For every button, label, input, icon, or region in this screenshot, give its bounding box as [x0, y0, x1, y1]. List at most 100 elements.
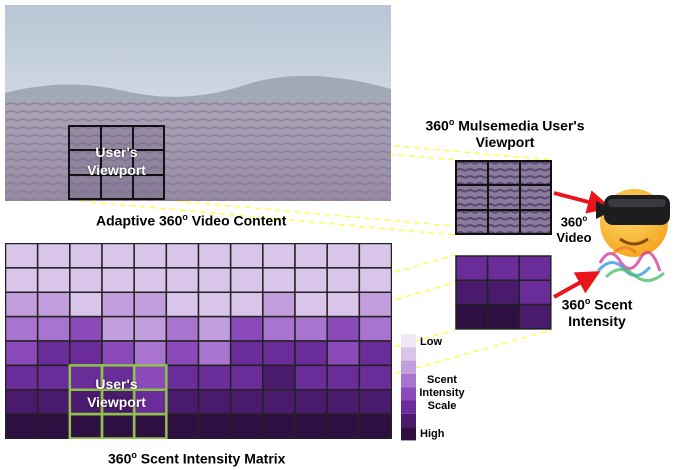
legend-swatch: [401, 400, 416, 414]
legend-swatch: [401, 387, 416, 401]
scent-cell: [133, 291, 168, 318]
scent-matrix-grid: [4, 242, 393, 440]
scent-cell: [4, 291, 39, 318]
scent-cell: [197, 389, 232, 415]
connector-line: [69, 199, 456, 236]
scent-cell: [4, 389, 39, 415]
zoom-scent-cell: [486, 255, 520, 282]
zoom-scent-cell: [518, 279, 552, 306]
scent-cell: [229, 340, 264, 367]
legend-high-label: High: [420, 428, 445, 440]
scent-cell: [326, 340, 361, 367]
scent-cell: [101, 267, 135, 293]
legend-low-label: Low: [420, 336, 442, 348]
matrix-viewport-label: User's Viewport: [87, 376, 146, 410]
output-arrows: [553, 190, 612, 299]
scent-cell: [229, 364, 264, 391]
legend-swatch: [401, 360, 416, 374]
scent-cell: [229, 267, 264, 293]
scent-cell: [358, 242, 393, 269]
scent-cell: [294, 413, 328, 440]
zoomed-video-grid: [455, 160, 552, 235]
scent-cell: [326, 267, 361, 293]
zoom-scent-cell: [455, 279, 489, 306]
scent-cell: [4, 242, 39, 269]
scent-cell: [101, 242, 135, 269]
scent-cell: [69, 242, 103, 269]
scent-cell: [165, 315, 200, 342]
legend-swatch: [401, 347, 416, 361]
scent-cell: [36, 267, 71, 293]
scent-cell: [133, 315, 168, 342]
scent-cell: [197, 315, 232, 342]
scent-cell: [197, 242, 232, 269]
scent-cell: [165, 291, 200, 318]
scent-cell: [36, 389, 71, 415]
scent-cell: [294, 267, 328, 293]
scent-cell: [4, 364, 39, 391]
scent-cell: [262, 291, 296, 318]
scent-cell: [4, 267, 39, 293]
scent-cell: [165, 364, 200, 391]
scent-cell: [262, 364, 296, 391]
scent-cell: [69, 267, 103, 293]
scent-cell: [326, 389, 361, 415]
panorama-viewport-label: User's Viewport: [87, 144, 146, 178]
scent-intensity-matrix: User's Viewport: [4, 242, 393, 440]
scent-cell: [69, 340, 103, 367]
scent-matrix-caption: 360o Scent Intensity Matrix: [108, 450, 286, 467]
panorama-video: User's Viewport: [5, 5, 391, 201]
scent-output-label: 360o Scent Intensity: [561, 296, 633, 329]
scent-cell: [36, 413, 71, 440]
panorama-image: [5, 5, 391, 201]
scent-cell: [69, 413, 103, 440]
scent-cell: [165, 242, 200, 269]
scent-cell: [262, 315, 296, 342]
scent-arrow: [553, 271, 601, 299]
scent-cell: [165, 389, 200, 415]
scent-cell: [294, 364, 328, 391]
scent-cell: [262, 413, 296, 440]
scent-cell: [69, 315, 103, 342]
scent-cell: [358, 413, 393, 440]
scent-smoke-icon: [596, 246, 665, 282]
scent-cell: [101, 413, 135, 440]
scent-cell: [133, 413, 168, 440]
scent-cell: [197, 291, 232, 318]
scent-cell: [69, 291, 103, 318]
scent-cell: [294, 340, 328, 367]
scent-cell: [358, 389, 393, 415]
scent-cell: [4, 340, 39, 367]
scent-cell: [326, 242, 361, 269]
scent-cell: [101, 291, 135, 318]
zoom-scent-cell: [486, 303, 520, 330]
scent-cell: [165, 340, 200, 367]
scent-cell: [229, 242, 264, 269]
scent-cell: [294, 315, 328, 342]
scent-cell: [262, 340, 296, 367]
legend-swatch: [401, 413, 416, 428]
scent-cell: [358, 364, 393, 391]
scent-cell: [229, 291, 264, 318]
video-output-label: 360o Video: [556, 214, 592, 246]
scent-cell: [326, 364, 361, 391]
user-viewport-title: 360o Mulsemedia User's Viewport: [425, 117, 585, 150]
scent-cell: [197, 267, 232, 293]
scent-cell: [326, 291, 361, 318]
scent-cell: [133, 340, 168, 367]
scent-cell: [358, 315, 393, 342]
scent-scale-legend: [401, 334, 416, 441]
scent-cell: [36, 340, 71, 367]
zoomed-video-viewport: [455, 160, 552, 235]
scent-cell: [4, 413, 39, 440]
scent-cell: [358, 340, 393, 367]
zoomed-scent-viewport: [455, 255, 552, 330]
legend-swatch: [401, 334, 416, 348]
zoom-scent-cell: [518, 303, 552, 330]
scent-cell: [262, 242, 296, 269]
scent-cell: [262, 267, 296, 293]
scent-cell: [101, 340, 135, 367]
panorama-viewport-grid: [68, 125, 165, 200]
scent-cell: [36, 242, 71, 269]
video-arrow: [553, 190, 612, 214]
